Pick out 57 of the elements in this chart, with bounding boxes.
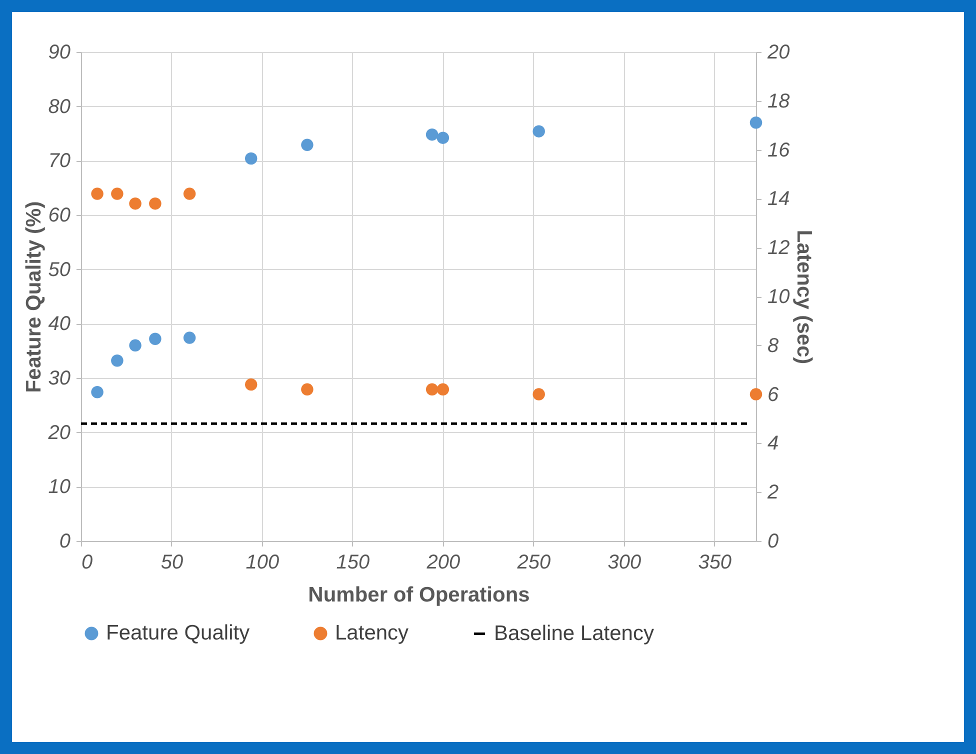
y-tick-label: 80	[48, 96, 70, 118]
y-tick-label: 60	[48, 204, 70, 226]
point	[129, 197, 142, 210]
y-tick-label: 50	[48, 258, 70, 281]
point	[129, 339, 142, 352]
point	[244, 378, 258, 391]
point	[183, 332, 196, 344]
x-tick-label: 150	[336, 552, 370, 574]
y2-tick-label: 20	[766, 42, 790, 64]
point	[301, 383, 314, 396]
y-tick-label: 30	[48, 368, 70, 390]
x-tick-label: 50	[160, 552, 184, 574]
x-tick-label: 0	[82, 552, 93, 574]
point	[436, 132, 450, 144]
y2-tick-label: 10	[768, 286, 790, 308]
point	[436, 383, 450, 396]
y2-tick-label: 4	[768, 432, 779, 455]
x-axis-title: Number of Operations	[308, 584, 530, 606]
x-tick-label: 350	[698, 552, 732, 574]
y-tick-label: 70	[48, 150, 70, 172]
point	[301, 138, 314, 152]
legend-label: Feature Quality	[106, 622, 250, 645]
y2-tick-label: 6	[768, 384, 780, 406]
point	[244, 152, 258, 165]
y2-tick-label: 0	[768, 530, 779, 552]
y-axis-title: Feature Quality (%)	[22, 201, 46, 393]
y2-tick-label: 16	[768, 139, 791, 162]
y2-tick-label: 12	[768, 237, 790, 260]
point	[426, 383, 438, 396]
point	[111, 188, 124, 200]
y2-tick-label: 18	[768, 90, 790, 112]
point	[750, 388, 762, 400]
x-tick-label: 300	[608, 552, 642, 574]
x-tick-label: 250	[516, 552, 551, 574]
y2-tick-label: 2	[766, 482, 779, 504]
point	[149, 197, 162, 210]
y2-tick-label: 14	[768, 188, 790, 210]
y-tick-label: 20	[47, 422, 70, 444]
point	[91, 188, 104, 200]
y2-axis-title: Latency (sec)	[792, 230, 816, 364]
point	[111, 354, 124, 367]
legend-label: Latency	[335, 622, 410, 645]
point	[750, 116, 762, 129]
legend-label: Baseline Latency	[494, 622, 654, 645]
point	[149, 332, 162, 345]
point	[426, 128, 438, 141]
point	[532, 125, 545, 138]
x-tick-label: 200	[426, 552, 460, 574]
y-tick-label: 90	[48, 42, 70, 64]
y-tick-label: 0	[59, 530, 70, 552]
y-tick-label: 40	[48, 313, 70, 336]
point	[183, 188, 196, 200]
point	[532, 388, 545, 400]
y2-tick-label: 8	[768, 334, 779, 357]
x-tick-label: 100	[246, 552, 280, 574]
point	[91, 386, 104, 398]
y-tick-label: 10	[48, 476, 70, 498]
